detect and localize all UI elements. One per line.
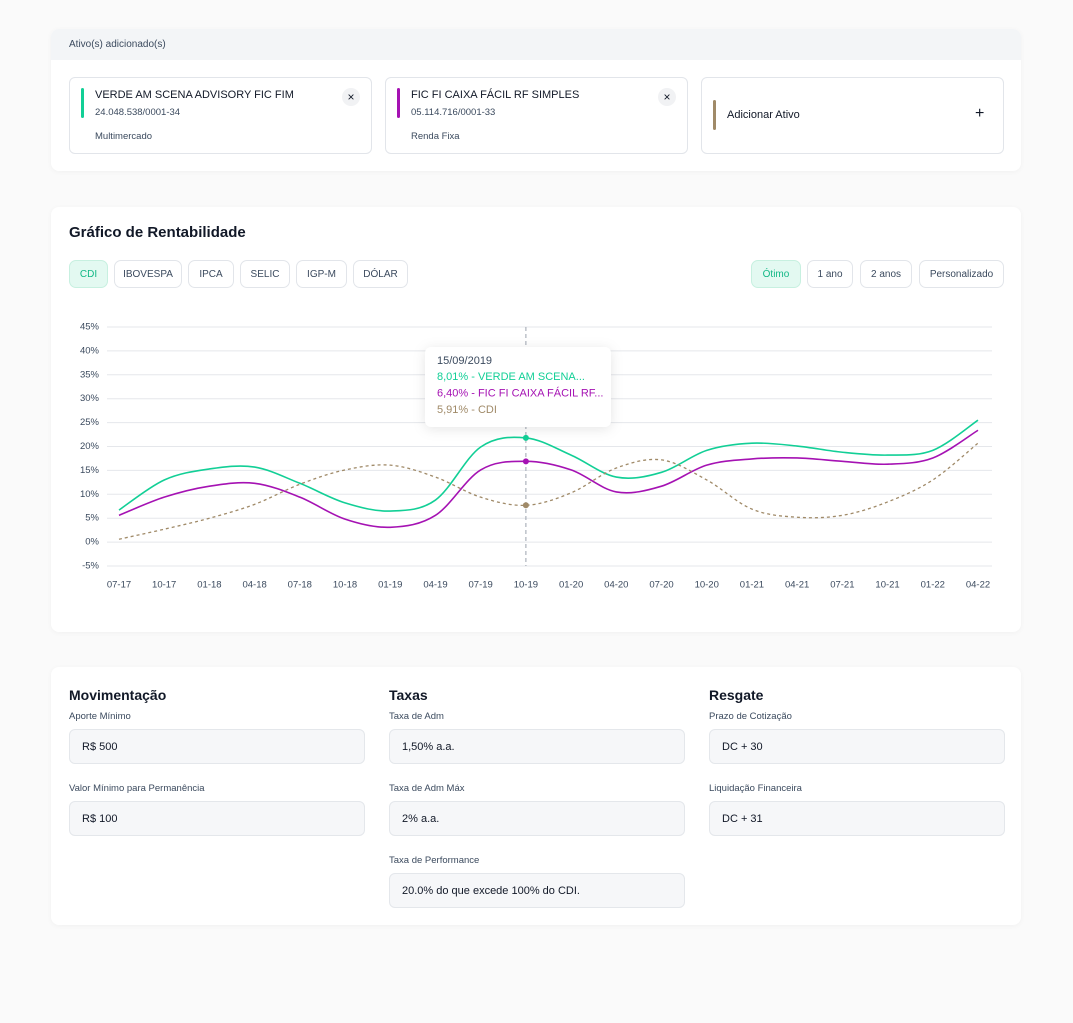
field-value: R$ 100: [69, 801, 365, 836]
add-accent: [713, 100, 716, 130]
benchmark-button[interactable]: CDI: [69, 260, 108, 288]
field-label: Taxa de Adm: [389, 711, 444, 722]
field-value: DC + 30: [709, 729, 1005, 764]
asset-card: [69, 77, 372, 154]
assets-header: Ativo(s) adicionado(s): [51, 29, 1021, 60]
asset-cnpj: 24.048.538/0001-34: [95, 107, 181, 118]
period-button[interactable]: Personalizado: [919, 260, 1004, 288]
field-value: 1,50% a.a.: [389, 729, 685, 764]
section-title: Movimentação: [69, 687, 167, 703]
section-title: Resgate: [709, 687, 764, 703]
field-label: Valor Mínimo para Permanência: [69, 783, 205, 794]
asset-card: [385, 77, 688, 154]
add-icon[interactable]: +: [975, 105, 985, 122]
asset-accent: [81, 88, 84, 118]
asset-name: VERDE AM SCENA ADVISORY FIC FIM: [95, 89, 294, 101]
add-card[interactable]: [701, 77, 1004, 154]
field-value: 2% a.a.: [389, 801, 685, 836]
period-button[interactable]: 1 ano: [807, 260, 853, 288]
benchmark-button[interactable]: IPCA: [188, 260, 234, 288]
benchmark-button[interactable]: DÓLAR: [353, 260, 408, 288]
add-label: Adicionar Ativo: [727, 109, 800, 121]
asset-cnpj: 05.114.716/0001-33: [411, 107, 496, 118]
remove-button[interactable]: ×: [658, 88, 676, 106]
field-label: Taxa de Performance: [389, 855, 480, 866]
field-label: Prazo de Cotização: [709, 711, 792, 722]
field-value: R$ 500: [69, 729, 365, 764]
asset-name: FIC FI CAIXA FÁCIL RF SIMPLES: [411, 89, 580, 101]
benchmark-button[interactable]: SELIC: [240, 260, 290, 288]
field-value: 20.0% do que excede 100% do CDI.: [389, 873, 685, 908]
asset-accent: [397, 88, 400, 118]
benchmark-button[interactable]: IGP-M: [296, 260, 347, 288]
period-button[interactable]: Ótimo: [751, 260, 801, 288]
period-button[interactable]: 2 anos: [860, 260, 912, 288]
asset-category: Multimercado: [95, 131, 153, 142]
chart-title: Gráfico de Rentabilidade: [69, 224, 246, 241]
asset-category: Renda Fixa: [411, 131, 460, 142]
field-value: DC + 31: [709, 801, 1005, 836]
section-title: Taxas: [389, 687, 428, 703]
field-label: Liquidação Financeira: [709, 783, 802, 794]
field-label: Taxa de Adm Máx: [389, 783, 465, 794]
field-label: Aporte Mínimo: [69, 711, 131, 722]
benchmark-button[interactable]: IBOVESPA: [114, 260, 182, 288]
remove-button[interactable]: ×: [342, 88, 360, 106]
